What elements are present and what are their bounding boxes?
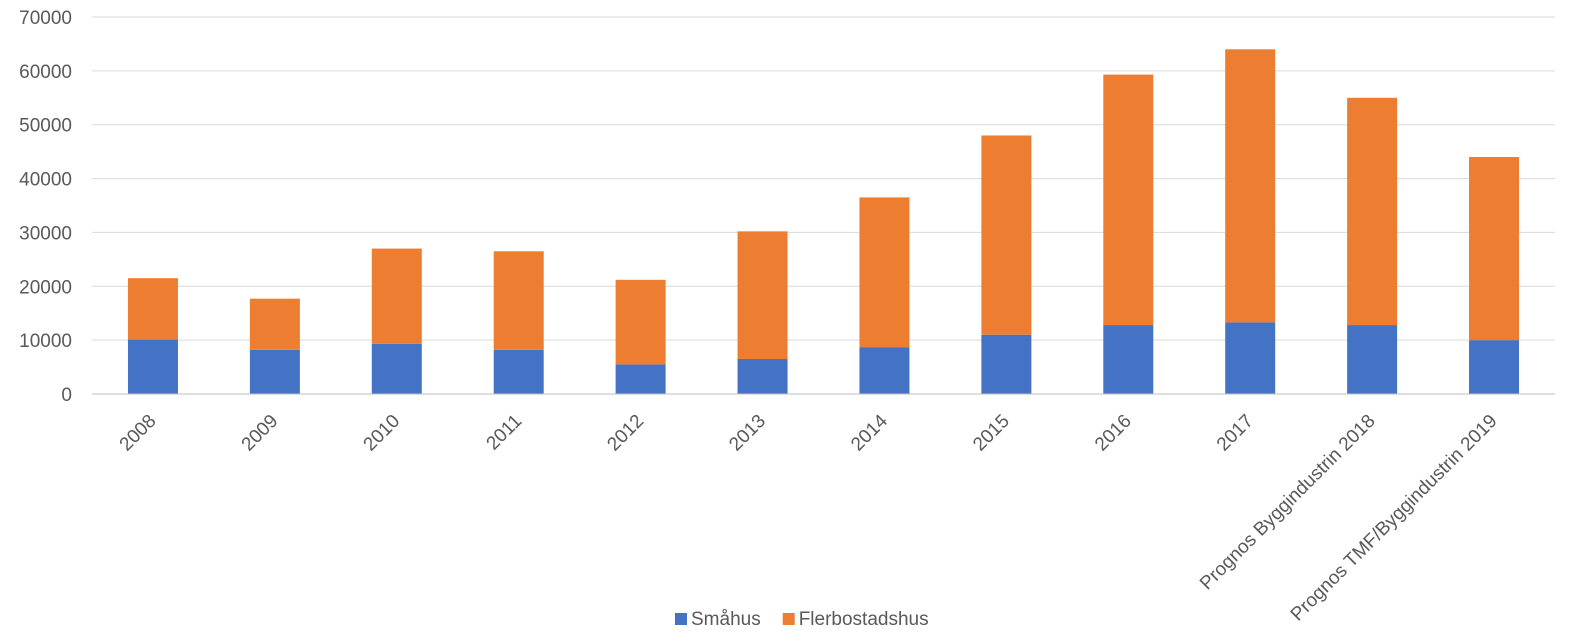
x-tick-label: 2009: [238, 411, 283, 456]
bar-flerbostadshus-5: [737, 231, 788, 359]
y-tick-label: 20000: [19, 277, 72, 298]
bar-smahus-0: [127, 339, 178, 394]
bar-flerbostadshus-7: [981, 135, 1032, 335]
y-tick-label: 30000: [19, 223, 72, 244]
y-tick-label: 10000: [19, 331, 72, 352]
bar-smahus-1: [249, 349, 300, 394]
y-axis-tick-labels: 0 10000 20000 30000 40000 50000 60000 70000: [19, 8, 72, 406]
bar-flerbostadshus-3: [493, 251, 544, 350]
bar-smahus-4: [615, 364, 666, 394]
bar-flerbostadshus-2: [371, 248, 422, 344]
bar-flerbostadshus-1: [249, 298, 300, 350]
bar-flerbostadshus-10: [1347, 97, 1398, 326]
bar-flerbostadshus-11: [1469, 157, 1520, 341]
legend-swatch: [675, 613, 687, 625]
y-tick-label: 70000: [19, 8, 72, 29]
bar-flerbostadshus-8: [1103, 74, 1154, 326]
bar-smahus-9: [1225, 322, 1276, 394]
bar-flerbostadshus-0: [127, 278, 178, 340]
x-tick-label: 2012: [603, 411, 648, 456]
bar-smahus-7: [981, 334, 1032, 394]
x-axis-tick-labels: 2008 2009 2010 2011 2012 2013 2014 2015 2016 2017…: [116, 410, 1502, 625]
y-tick-label: 40000: [19, 170, 72, 191]
y-tick-label: 60000: [19, 62, 72, 83]
legend-label: Flerbostadshus: [799, 609, 929, 630]
x-tick-label: 2014: [847, 410, 892, 455]
x-tick-label: 2011: [483, 411, 527, 455]
y-tick-label: 0: [61, 385, 72, 406]
x-tick-label: 2010: [360, 411, 405, 456]
y-tick-label: 50000: [19, 116, 72, 137]
x-tick-label: 2016: [1091, 411, 1136, 456]
bar-smahus-8: [1103, 325, 1154, 394]
bar-smahus-10: [1347, 325, 1398, 394]
x-tick-label: 2008: [116, 411, 161, 456]
x-tick-label: 2013: [725, 411, 770, 456]
x-tick-label: 2015: [969, 411, 1014, 456]
bars: [127, 49, 1520, 394]
gridlines: [92, 16, 1555, 341]
bar-smahus-5: [737, 358, 788, 394]
legend-label: Småhus: [691, 609, 761, 630]
bar-flerbostadshus-9: [1225, 49, 1276, 323]
bar-smahus-6: [859, 347, 910, 394]
bar-flerbostadshus-6: [859, 197, 910, 348]
bar-flerbostadshus-4: [615, 279, 666, 365]
bar-smahus-11: [1469, 340, 1520, 394]
bar-smahus-3: [493, 349, 544, 394]
x-tick-label: 2017: [1213, 411, 1258, 456]
legend-swatch: [782, 613, 795, 625]
legend: Småhus Flerbostadshus: [675, 609, 929, 630]
x-tick-label: Prognos TMF/Byggindustrin 2019: [1287, 411, 1502, 626]
bar-smahus-2: [371, 343, 422, 394]
